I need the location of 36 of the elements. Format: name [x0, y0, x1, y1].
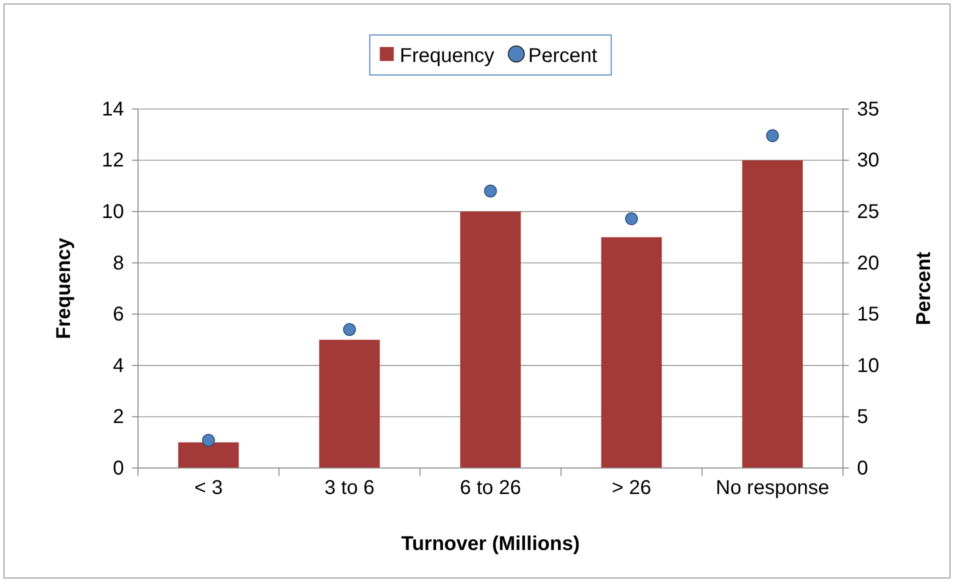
x-tick-label: 3 to 6 [324, 477, 375, 500]
point [484, 184, 497, 198]
y-tick-label: 12 [102, 150, 124, 172]
y-tick-label: 6 [112, 304, 124, 326]
y2-tick-label: 20 [857, 252, 880, 274]
bar [319, 340, 380, 468]
y-tick-label: 0 [112, 457, 124, 480]
bar [178, 442, 239, 468]
bar [460, 212, 521, 468]
point [625, 212, 638, 226]
point [766, 129, 779, 142]
x-tick-label: No response [716, 477, 830, 500]
y2-tick-label: 10 [857, 354, 880, 377]
y-tick-label: 2 [112, 406, 124, 428]
y-tick-label: 14 [102, 98, 124, 120]
point [343, 323, 356, 336]
y2-tick-label: 5 [857, 406, 868, 428]
x-axis-title: Turnover (Millions) [401, 533, 580, 555]
bar [742, 160, 803, 468]
legend-label: Frequency [400, 45, 494, 67]
y2-axis-title: Percent [913, 251, 935, 326]
y-tick-label: 10 [102, 200, 124, 223]
y2-tick-label: 35 [857, 98, 880, 120]
x-tick-label: < 3 [194, 477, 223, 500]
legend-label: Percent [528, 45, 598, 67]
y-tick-label: 4 [112, 354, 124, 377]
x-tick-label: 6 to 26 [460, 477, 522, 500]
y2-tick-label: 25 [857, 200, 880, 223]
x-tick-label: > 26 [612, 477, 652, 500]
bar [601, 237, 662, 468]
point [202, 434, 215, 447]
y2-tick-label: 0 [857, 457, 868, 480]
y2-tick-label: 30 [857, 150, 880, 172]
y-axis-title: Frequency [53, 237, 75, 340]
y2-tick-label: 15 [857, 304, 880, 326]
y-tick-label: 8 [112, 252, 124, 274]
